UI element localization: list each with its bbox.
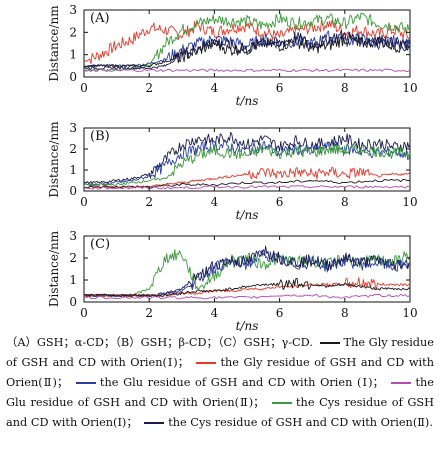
y-tick-label: 0 [69,295,77,309]
plot-frame [83,127,411,192]
legend-swatch-red [196,362,217,364]
caption-legend-cys-2: the Cys residue of GSH and CD with Orien… [168,416,433,429]
series-group [84,245,410,300]
y-tick-label: 1 [69,163,77,177]
caption-panels: （A）GSH；α-CD；（B）GSH；β-CD；（C）GSH；γ-CD. [6,336,313,349]
series-line-navy [84,131,410,185]
x-tick-label: 6 [276,306,284,320]
y-axis-label: Distance/nm [47,230,61,307]
panel-label: (B) [90,129,110,144]
x-tick-label: 0 [80,195,88,209]
x-axis-label: t/ns [236,94,259,108]
x-tick-label: 6 [276,195,284,209]
y-tick-label: 2 [69,142,77,156]
x-axis-label: t/ns [236,319,259,332]
series-line-black [84,178,410,189]
series-line-purple [84,293,410,300]
series-line-purple [84,185,410,190]
chart-panel-2: 0 2 4 6 8 10 0 1 2 3 (B) Distance/nm t/ns [47,121,418,222]
series-line-red [84,19,410,65]
x-tick-label: 4 [211,195,219,209]
plot-frame [83,235,411,303]
y-axis-label: Distance/nm [47,5,61,82]
legend-swatch-blue [75,382,96,384]
series-line-purple [84,68,410,73]
x-tick-label: 0 [80,81,88,95]
y-axis-label: Distance/nm [47,121,61,198]
x-tick-label: 4 [211,81,219,95]
x-tick-label: 6 [276,81,284,95]
series-line-green [84,249,410,298]
panel-label: (C) [90,237,110,252]
x-tick-label: 8 [341,81,349,95]
legend-swatch-navy [144,422,165,424]
y-tick-label: 2 [69,25,77,39]
y-tick-label: 3 [69,3,77,17]
y-tick-label: 3 [69,229,77,243]
x-axis-label: t/ns [236,208,259,222]
x-tick-label: 8 [341,306,349,320]
y-tick-label: 0 [69,184,77,198]
x-tick-label: 2 [145,195,153,209]
x-tick-label: 0 [80,306,88,320]
y-tick-label: 1 [69,273,77,287]
x-tick-label: 2 [145,306,153,320]
series-group [84,131,410,190]
y-tick-label: 1 [69,48,77,62]
caption-legend-gly-1: The Gly residue of GSH and CD with Orien… [6,336,434,369]
caption-legend-cys-1: the Cys residue of GSH and CD with Orien… [6,396,434,429]
caption-legend-gly-2: the Gly residue of GSH and CD with Orien… [6,356,434,389]
x-tick-label: 2 [145,81,153,95]
panel-label: (A) [90,11,110,26]
series-line-green [84,143,410,187]
series-line-red [84,166,410,189]
series-line-navy [84,29,410,70]
legend-swatch-purple [391,382,412,384]
chart-panel-1: 0 2 4 6 8 10 0 1 2 3 (A) Distance/nm t/ns [47,3,418,108]
y-tick-label: 2 [69,251,77,265]
x-tick-label: 4 [211,306,219,320]
figure-caption: （A）GSH；α-CD；（B）GSH；β-CD；（C）GSH；γ-CD. The… [6,333,434,433]
caption-legend-glu-2: the Glu residue of GSH and CD with Orien… [6,376,434,409]
series-line-black [84,277,410,298]
y-tick-label: 3 [69,121,77,135]
chart-panel-3: 0 2 4 6 8 10 0 1 2 3 (C) Distance/nm t/ns [47,229,418,332]
x-tick-label: 10 [402,195,417,209]
legend-swatch-green [272,402,293,404]
caption-legend-glu-1: the Glu residue of GSH and CD with Orien… [99,376,384,389]
series-line-blue [84,140,410,187]
x-tick-label: 8 [341,195,349,209]
y-tick-label: 0 [69,70,77,84]
x-tick-label: 10 [402,81,417,95]
legend-swatch-black [319,342,340,344]
series-line-blue [84,30,410,68]
x-tick-label: 10 [402,306,417,320]
series-group [84,12,410,73]
